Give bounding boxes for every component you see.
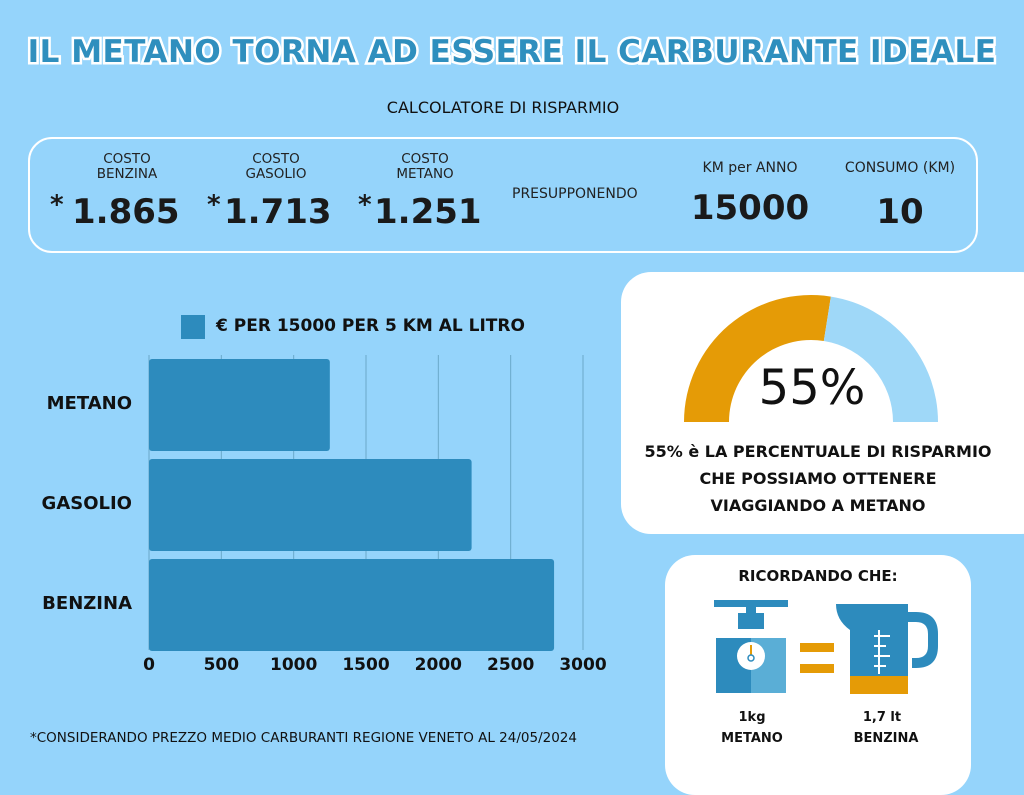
x-tick-label: 1500: [342, 655, 390, 675]
benzina-cost-label: COSTO BENZINA: [82, 152, 172, 182]
category-label: METANO: [46, 393, 132, 414]
bar-metano: [149, 359, 330, 451]
desc-line: CHE POSSIAMO OTTENERE: [699, 469, 937, 488]
consumption-label: CONSUMO (KM): [844, 160, 956, 176]
category-label: BENZINA: [42, 593, 132, 614]
benzina-name: BENZINA: [853, 731, 919, 746]
label-line: COSTO: [252, 151, 300, 167]
footnote: *CONSIDERANDO PREZZO MEDIO CARBURANTI RE…: [30, 730, 577, 746]
measuring-jug-icon: [836, 604, 938, 694]
x-tick-label: 500: [203, 655, 240, 675]
benzina-cost-value: 1.865: [72, 192, 180, 232]
bar-chart: [148, 355, 584, 651]
desc-line: VIAGGIANDO A METANO: [710, 496, 926, 515]
asterisk: *: [358, 190, 372, 220]
metano-cost-label: COSTO METANO: [380, 152, 470, 182]
page-subtitle: CALCOLATORE DI RISPARMIO: [386, 98, 620, 117]
label-line: COSTO: [103, 151, 151, 167]
label-line: COSTO: [401, 151, 449, 167]
gauge-remainder: [823, 296, 938, 422]
bar-benzina: [149, 559, 555, 651]
metano-qty: 1kg: [738, 710, 766, 725]
savings-description: 55% è LA PERCENTUALE DI RISPARMIO CHE PO…: [630, 438, 1006, 519]
desc-line: 55% è LA PERCENTUALE DI RISPARMIO: [644, 442, 992, 461]
equals-icon: [800, 643, 834, 673]
asterisk: *: [50, 190, 64, 220]
x-tick-label: 1000: [269, 655, 318, 675]
gasolio-cost-value: 1.713: [224, 192, 332, 232]
gauge-fill: [684, 295, 831, 422]
assuming-label: PRESUPPONENDO: [512, 186, 638, 202]
gasolio-cost-label: COSTO GASOLIO: [231, 152, 321, 182]
consumption-value: 10: [876, 192, 924, 232]
metano-cost-value: 1.251: [374, 192, 482, 232]
label-line: BENZINA: [96, 166, 158, 182]
legend-label: € PER 15000 PER 5 KM AL LITRO: [216, 316, 525, 336]
scale-icon: [714, 600, 788, 693]
asterisk: *: [207, 190, 221, 220]
remember-title: RICORDANDO CHE:: [738, 567, 898, 585]
km-per-year-label: KM per ANNO: [702, 160, 798, 176]
calculator-panel: [28, 137, 978, 253]
bar-gasolio: [149, 459, 472, 551]
legend-swatch: [181, 315, 205, 339]
x-tick-label: 2000: [414, 655, 462, 675]
benzina-qty: 1,7 lt: [862, 710, 902, 725]
savings-percent: 55%: [758, 360, 866, 416]
savings-gauge: [684, 295, 938, 422]
x-tick-label: 2500: [486, 655, 535, 675]
km-per-year-value: 15000: [690, 188, 810, 228]
label-line: GASOLIO: [245, 166, 307, 182]
x-tick-label: 3000: [559, 655, 607, 675]
page-title: IL METANO TORNA AD ESSERE IL CARBURANTE …: [25, 32, 998, 73]
label-line: METANO: [396, 166, 454, 182]
category-label: GASOLIO: [41, 493, 132, 514]
x-tick-label: 0: [143, 655, 155, 675]
metano-name: METANO: [721, 731, 783, 746]
